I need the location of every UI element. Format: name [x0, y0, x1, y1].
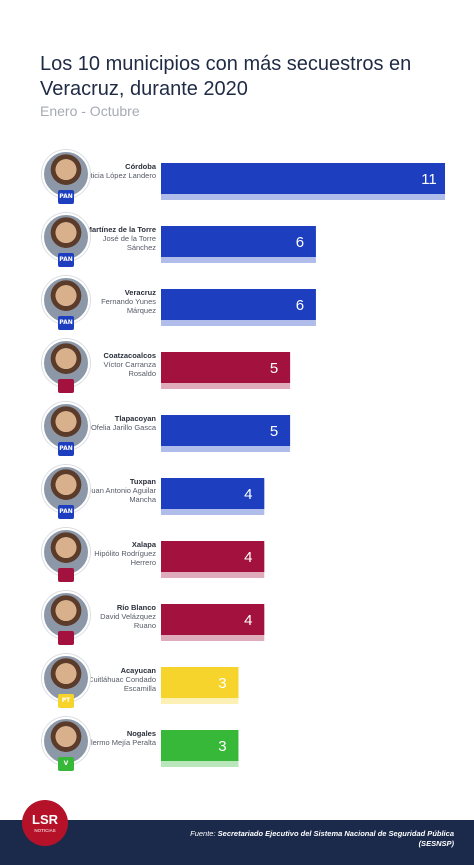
bar-chart: 11 6 6 5 5 4 4 4 3 3 Córdoba Leticia López Landero P…	[42, 150, 445, 771]
mayor-name: Fernando Yunes Márquez	[101, 297, 156, 315]
party-logo-icon: PAN	[58, 505, 74, 519]
party-logo-icon: PAN	[58, 316, 74, 330]
bar-value-label: 6	[296, 297, 304, 314]
mayor-avatar	[42, 213, 90, 261]
bar-value-label: 5	[270, 423, 278, 440]
party-logo-icon: V	[58, 757, 74, 771]
party-logo-icon	[58, 568, 74, 582]
party-logo-icon	[58, 379, 74, 393]
mayor-name: Juan Antonio Aguilar Mancha	[87, 486, 156, 504]
chart-title: Los 10 municipios con más secuestros en …	[40, 53, 412, 100]
bar-tuxpan	[161, 478, 265, 509]
mayor-name: Guillermo Mejía Peralta	[77, 738, 156, 747]
bar-río-blanco	[161, 604, 265, 635]
bar-tlapacoyan	[161, 415, 291, 446]
party-logo-icon: PAN	[58, 442, 74, 456]
row-label: Xalapa Hipólito Rodríguez Herrero	[76, 540, 156, 567]
mayor-name: José de la Torre Sánchez	[102, 234, 156, 252]
municipality-name: Córdoba	[125, 162, 156, 171]
bar-value-label: 11	[421, 171, 437, 188]
source-text: Secretariado Ejecutivo del Sistema Nacio…	[217, 829, 454, 848]
bars-svg: 11 6 6 5 5 4 4 4 3 3	[161, 163, 445, 767]
row-label: Tlapacoyan Ofelia Jarillo Gasca	[76, 414, 156, 432]
bar-value-label: 4	[244, 549, 252, 566]
row-label: Veracruz Fernando Yunes Márquez	[76, 288, 156, 315]
row-label: Tuxpan Juan Antonio Aguilar Mancha	[76, 477, 156, 504]
municipality-name: Río Blanco	[116, 603, 156, 612]
source-note: Fuente: Secretariado Ejecutivo del Siste…	[154, 829, 454, 849]
bar-value-label: 4	[244, 612, 252, 629]
municipality-name: Nogales	[126, 729, 156, 738]
footer-bar	[0, 820, 474, 865]
bar-xalapa	[161, 541, 265, 572]
logo-text: LSR	[32, 812, 58, 827]
party-logo-icon: PAN	[58, 190, 74, 204]
municipality-name: Xalapa	[131, 540, 156, 549]
logo-subtext: NOTICIAS	[34, 828, 56, 833]
mayor-name: Víctor Carranza Rosaldo	[103, 360, 156, 378]
municipality-name: Acayucan	[120, 666, 156, 675]
bar-value-label: 4	[244, 486, 252, 503]
bar-nogales	[161, 730, 239, 761]
party-logo-icon	[58, 631, 74, 645]
bar-córdoba	[161, 163, 445, 194]
mayor-name: Leticia López Landero	[82, 171, 156, 180]
row-label: Coatzacoalcos Víctor Carranza Rosaldo	[76, 351, 156, 378]
row-label: Acayucan Cuitláhuac Condado Escamilla	[76, 666, 156, 693]
row-label: Río Blanco David Velázquez Ruano	[76, 603, 156, 630]
party-logo-icon: PAN	[58, 253, 74, 267]
lsr-logo: LSR NOTICIAS	[22, 800, 68, 846]
chart-subtitle: Enero - Octubre	[40, 103, 140, 119]
municipality-name: Tlapacoyan	[114, 414, 156, 423]
bar-coatzacoalcos	[161, 352, 291, 383]
municipality-name: Veracruz	[124, 288, 156, 297]
mayor-name: David Velázquez Ruano	[100, 612, 156, 630]
row-label: Nogales Guillermo Mejía Peralta	[76, 729, 156, 747]
mayor-name: Hipólito Rodríguez Herrero	[94, 549, 156, 567]
bar-martínez-de-la-torre	[161, 226, 316, 257]
mayor-name: Ofelia Jarillo Gasca	[90, 423, 156, 432]
bar-value-label: 3	[218, 738, 226, 755]
bar-veracruz	[161, 289, 316, 320]
bar-value-label: 5	[270, 360, 278, 377]
row-label: Córdoba Leticia López Landero	[76, 162, 156, 180]
mayor-name: Cuitláhuac Condado Escamilla	[88, 675, 156, 693]
source-label: Fuente:	[190, 829, 216, 838]
municipality-name: Martínez de la Torre	[85, 225, 156, 234]
bar-acayucan	[161, 667, 239, 698]
bar-value-label: 3	[218, 675, 226, 692]
bar-value-label: 6	[296, 234, 304, 251]
municipality-name: Tuxpan	[129, 477, 156, 486]
row-label: Martínez de la Torre José de la Torre Sán…	[76, 225, 156, 252]
municipality-name: Coatzacoalcos	[103, 351, 156, 360]
party-logo-icon: PT	[58, 694, 74, 708]
